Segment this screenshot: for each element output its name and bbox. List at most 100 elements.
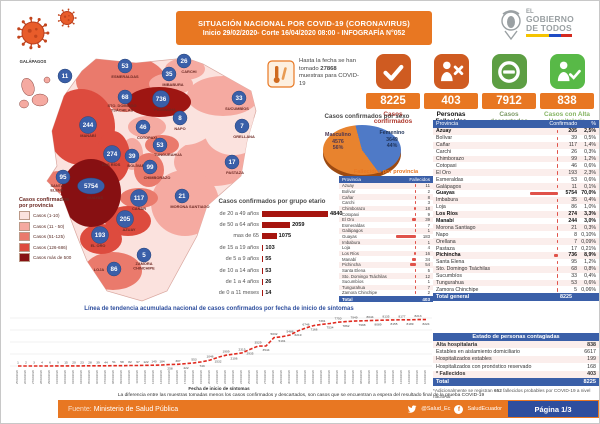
check-icon <box>375 54 411 89</box>
deaths-bar <box>415 240 416 244</box>
deaths-province-name: Guayas <box>342 234 357 240</box>
province-name: Imbabura <box>436 197 458 204</box>
province-pct: 1,2% <box>584 259 596 266</box>
province-pct: 0,5% <box>584 135 596 142</box>
facebook-icon: f <box>454 404 464 414</box>
ecuador-flag-bar <box>526 34 572 37</box>
discharged-count: 838 <box>540 93 594 109</box>
trend-point-label: 1046 <box>207 355 214 359</box>
trend-date-tick: 09/04/2020 <box>367 370 371 384</box>
discarded-count: 7912 <box>482 93 536 109</box>
deaths-bar-wrap <box>394 212 416 216</box>
legend-swatch <box>19 253 30 263</box>
age-value: 1075 <box>278 233 292 240</box>
province-name: Los Ríos <box>436 211 458 218</box>
deaths-table-row: Sucumbíos 1 <box>339 279 433 285</box>
deaths-table-row: El Oro 39 <box>339 216 433 223</box>
trend-point-label: 28 <box>88 360 92 364</box>
deaths-bar-wrap <box>394 291 416 295</box>
samples-icon <box>267 60 295 88</box>
age-category-label: de 1 a 4 años <box>225 279 259 286</box>
province-confirmed: 11 <box>571 183 577 190</box>
stat-card-confirmed: 8225 Casos confirmados <box>365 54 421 126</box>
province-case-count: 39 <box>128 153 136 160</box>
province-bar-wrap <box>528 233 558 237</box>
province-bar-wrap <box>528 246 558 251</box>
province-bar <box>557 143 558 148</box>
trend-point-label: 23 <box>80 360 84 364</box>
deaths-value: 3 <box>427 200 430 206</box>
trend-point-label: 7949 <box>351 316 358 320</box>
status-row: * Fallecidos 403 <box>433 370 599 378</box>
pie <box>323 125 401 175</box>
page-subtitle: Inicio 29/02/2020- Corte 16/04/2020 08:0… <box>202 30 406 37</box>
province-bar-wrap <box>528 170 558 175</box>
province-bar-wrap <box>528 260 558 265</box>
deaths-bar-wrap <box>394 223 416 227</box>
province-bar-wrap <box>528 288 558 292</box>
prov-col-confirmado: Confirmado <box>549 121 578 127</box>
deaths-table-row: Manabí 34 <box>339 256 433 262</box>
legend-label: Casos (11 - 50) <box>33 223 65 229</box>
legend-title-line2: por provincia <box>19 203 54 210</box>
age-row: de 1 a 4 años 26 <box>199 276 345 287</box>
province-bar <box>557 164 558 168</box>
trend-date-tick: 22/03/2020 <box>223 370 227 384</box>
age-value: 4840 <box>330 210 343 217</box>
deceased-count: 403 <box>424 93 478 109</box>
deaths-province-name: Sucumbíos <box>342 279 364 285</box>
province-bar-wrap <box>528 274 558 278</box>
bottom-note: La diferencia entre las muestras tomadas… <box>117 392 485 398</box>
deaths-province-name: Carchi <box>342 200 355 206</box>
twitter-icon <box>407 405 417 413</box>
province-confirmed: 39 <box>571 135 577 142</box>
trend-date-tick: 08/03/2020 <box>111 370 115 384</box>
province-name: Santa Elena <box>436 259 465 266</box>
province-case-count: 33 <box>235 95 243 102</box>
province-confirmed: 117 <box>568 142 577 149</box>
status-value: 838 <box>587 341 596 348</box>
deaths-table-row: Zamora Chinchipe 2 <box>339 290 433 296</box>
deaths-bar-wrap <box>394 285 416 289</box>
province-table-row: Bolívar 39 0,5% <box>433 135 599 142</box>
deaths-total-row: Total 403 <box>339 295 433 303</box>
province-bar <box>557 233 558 237</box>
deaths-bar-wrap <box>394 229 416 233</box>
trend-date-tick: 04/03/2020 <box>79 370 83 384</box>
province-pct: 3,3% <box>584 211 596 218</box>
age-chart-rows: de 20 a 49 años 4840 de 50 a 64 años 2059 ma… <box>199 208 345 299</box>
province-case-count: 205 <box>120 216 131 223</box>
deaths-bar-wrap <box>394 268 416 272</box>
samples-count: 27868 <box>320 65 337 72</box>
province-table-row: Napo 8 0,10% <box>433 231 599 238</box>
trend-point-label: 122 <box>143 360 148 364</box>
ecuador-map: 17 PASTAZA 21 MORONA SANTIAGO 8 NAPO 7 ORELLANA… <box>19 53 257 302</box>
province-table-row: Morona Santiago 21 0,3% <box>433 224 599 232</box>
deaths-province-name: Esmeraldas <box>342 222 365 228</box>
trend-point-label: 184 <box>159 359 164 363</box>
province-confirmed: 244 <box>568 218 577 225</box>
province-pct: 1,2% <box>584 156 596 162</box>
twitter-handle[interactable]: @Salud_Ec <box>421 406 451 412</box>
province-bar-wrap <box>528 212 558 216</box>
facebook-handle[interactable]: SaludEcuador <box>467 406 502 412</box>
status-total-value: 8225 <box>583 378 596 385</box>
trend-date-tick: 17/03/2020 <box>183 370 187 384</box>
province-confirmed: 205 <box>568 128 577 135</box>
trend-point-label: 6746 <box>303 322 310 326</box>
province-bar <box>557 274 558 278</box>
deaths-province-name: Manabí <box>342 256 357 262</box>
age-bar <box>262 256 264 263</box>
deaths-value: 5 <box>427 267 430 273</box>
province-bar <box>557 177 558 182</box>
deaths-bar-wrap <box>394 195 416 199</box>
deaths-bar <box>396 235 416 239</box>
province-bar <box>557 157 558 161</box>
province-bar-wrap <box>528 191 558 196</box>
legend-swatch <box>19 221 30 231</box>
deaths-value: 7 <box>427 222 430 228</box>
legend-title-line1: Casos confirmados <box>19 197 70 203</box>
province-label: ZAMORA <box>135 261 152 266</box>
deaths-total-value: 403 <box>422 296 430 302</box>
